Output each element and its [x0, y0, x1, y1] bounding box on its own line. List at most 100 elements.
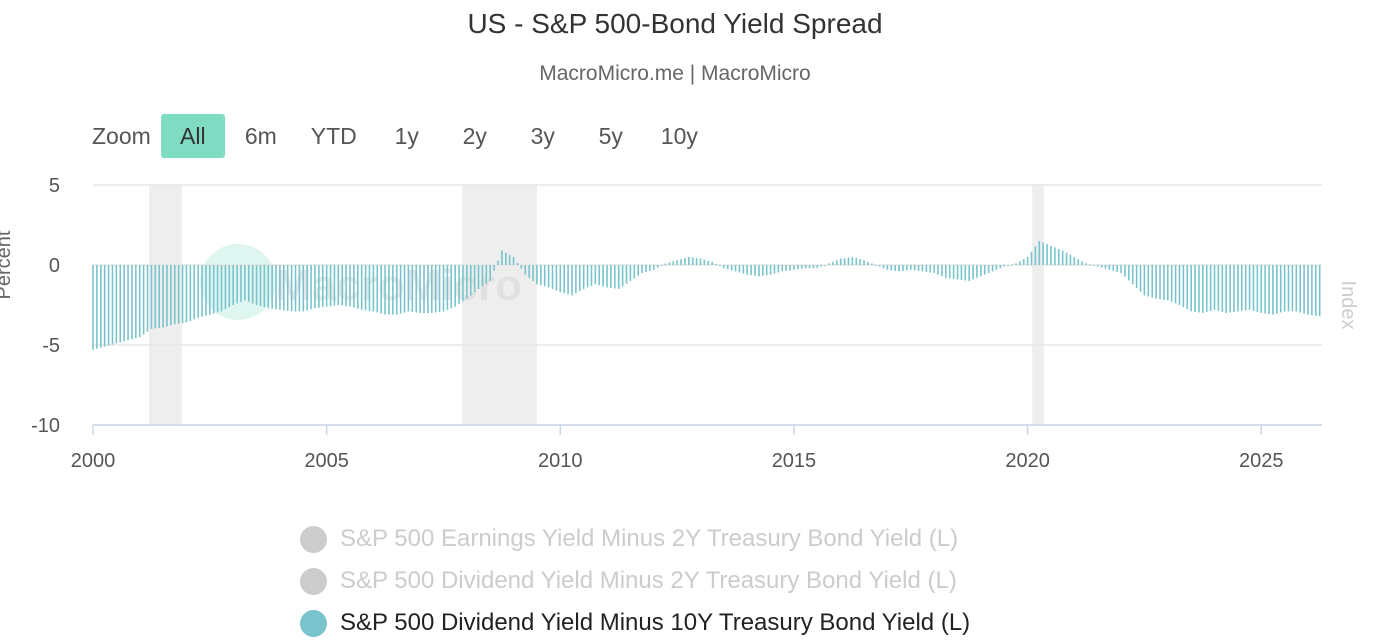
bar: [1003, 265, 1006, 267]
recession-band: [149, 185, 182, 425]
recession-bands: [149, 185, 1044, 425]
bar: [1283, 265, 1286, 312]
bar: [1085, 263, 1087, 265]
zoom-3y-button[interactable]: 3y: [530, 123, 555, 149]
bar: [415, 265, 418, 313]
bar: [980, 265, 982, 277]
bar: [240, 265, 242, 302]
bar: [1287, 265, 1290, 312]
bar: [1011, 264, 1013, 266]
zoom-ytd-button[interactable]: YTD: [310, 123, 357, 149]
chart-plot-area[interactable]: MacroMicro 50-5-10 2000 2005 2010 2015 2020 2…: [0, 160, 1388, 500]
bar: [528, 265, 530, 278]
bar: [1202, 265, 1204, 313]
bar: [306, 265, 308, 311]
zoom-10y-button[interactable]: 10y: [660, 123, 698, 149]
bar: [512, 257, 515, 265]
recession-band: [1032, 185, 1044, 425]
bar: [263, 265, 266, 308]
bar: [166, 265, 168, 327]
bar: [99, 265, 102, 348]
bar: [1276, 265, 1278, 314]
legend-dot-icon: [300, 609, 327, 637]
zoom-1y-button[interactable]: 1y: [394, 123, 419, 149]
bar: [150, 265, 153, 329]
bar: [251, 265, 254, 304]
zoom-all-button[interactable]: All: [160, 114, 225, 158]
bar: [321, 265, 324, 308]
y-axis-ticks: 5 0 -5 -10: [31, 175, 60, 437]
bar: [438, 265, 441, 312]
bar: [1038, 241, 1041, 265]
bar: [668, 262, 671, 265]
x-tick-label: 2015: [772, 450, 817, 472]
bar: [189, 265, 192, 321]
zoom-label: Zoom: [92, 122, 151, 149]
bar: [419, 265, 421, 313]
bar: [224, 265, 227, 310]
bar: [571, 265, 573, 296]
bar: [1240, 265, 1243, 311]
bar: [1081, 261, 1083, 265]
bar: [357, 265, 359, 309]
bar: [96, 265, 98, 349]
bar: [925, 265, 928, 272]
bar: [236, 265, 238, 304]
bar: [1170, 265, 1173, 302]
bar: [380, 265, 382, 314]
bar: [590, 265, 593, 286]
bar: [629, 265, 632, 281]
bar: [1205, 265, 1208, 312]
bar: [466, 265, 468, 299]
bar: [532, 265, 534, 281]
bar: [516, 262, 519, 265]
bar: [808, 265, 811, 269]
bar: [652, 265, 655, 270]
bar: [995, 265, 998, 270]
bar: [1252, 265, 1255, 311]
bar: [835, 260, 838, 265]
bar: [469, 265, 472, 296]
x-tick-label: 2000: [71, 450, 116, 472]
zoom-2y-button[interactable]: 2y: [462, 123, 487, 149]
bar: [458, 265, 460, 304]
bar: [765, 265, 768, 276]
bar: [948, 265, 951, 279]
legend-item-dividend-10y[interactable]: S&P 500 Dividend Yield Minus 10Y Treasur…: [300, 602, 970, 644]
bar: [555, 265, 558, 291]
bar: [976, 265, 978, 278]
bar: [1139, 265, 1142, 292]
bar: [1225, 265, 1228, 313]
bar: [867, 261, 869, 265]
bar: [536, 265, 538, 285]
chart-title: US - S&P 500-Bond Yield Spread: [467, 8, 883, 39]
bar: [1213, 265, 1216, 310]
zoom-5y-button[interactable]: 5y: [598, 123, 623, 149]
bar: [360, 265, 363, 310]
bar: [758, 265, 760, 277]
bar: [1159, 265, 1161, 300]
bar: [485, 265, 488, 284]
bar: [913, 265, 916, 271]
bar: [941, 265, 943, 277]
bar: [773, 265, 776, 274]
legend-item-dividend-2y[interactable]: S&P 500 Dividend Yield Minus 2Y Treasury…: [300, 560, 970, 602]
bar: [645, 265, 647, 272]
bar: [582, 265, 585, 289]
bar: [543, 265, 546, 287]
bar: [372, 265, 375, 312]
bar: [423, 265, 425, 313]
bar: [695, 258, 698, 265]
bar: [1065, 252, 1068, 265]
bar: [567, 265, 569, 295]
y-axis-right-title: Index: [1337, 281, 1359, 330]
bar: [477, 265, 480, 289]
bar: [127, 265, 129, 341]
bar: [617, 265, 620, 289]
bar: [1260, 265, 1263, 313]
zoom-6m-button[interactable]: 6m: [244, 123, 277, 149]
bar: [407, 265, 410, 312]
legend-item-earnings-2y[interactable]: S&P 500 Earnings Yield Minus 2Y Treasury…: [300, 518, 970, 560]
bar: [1198, 265, 1200, 313]
bar: [1268, 265, 1270, 315]
